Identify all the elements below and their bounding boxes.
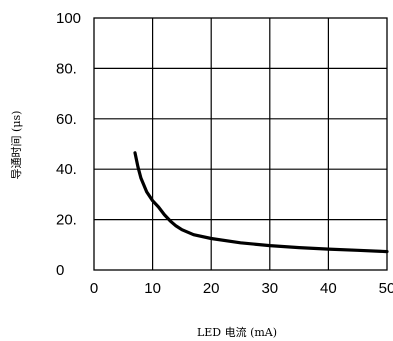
y-tick-label: 80. xyxy=(56,60,77,77)
plot-border xyxy=(93,17,388,271)
x-tick-label: 20 xyxy=(203,280,220,297)
y-tick-labels: 0 20. 40. 60. 80. 100 xyxy=(56,10,81,279)
x-axis-title: LED 电流 (mA) xyxy=(197,325,277,339)
x-tick-labels: 0 10 20 30 40 50 xyxy=(90,280,393,297)
grid xyxy=(94,18,387,270)
y-tick-label: 20. xyxy=(56,212,77,229)
x-tick-label: 10 xyxy=(144,280,161,297)
x-tick-label: 30 xyxy=(261,280,278,297)
y-tick-label: 0 xyxy=(56,262,64,279)
x-tick-label: 40 xyxy=(320,280,337,297)
y-tick-label: 60. xyxy=(56,111,77,128)
plot-area xyxy=(93,17,388,271)
x-tick-label: 0 xyxy=(90,280,98,297)
y-tick-label: 100 xyxy=(56,10,81,27)
series-line xyxy=(133,151,389,254)
x-tick-label: 50 xyxy=(379,280,393,297)
series-layer xyxy=(133,151,389,254)
y-axis-title: 导通时间 (μs) xyxy=(10,111,23,180)
y-tick-label: 40. xyxy=(56,161,77,178)
